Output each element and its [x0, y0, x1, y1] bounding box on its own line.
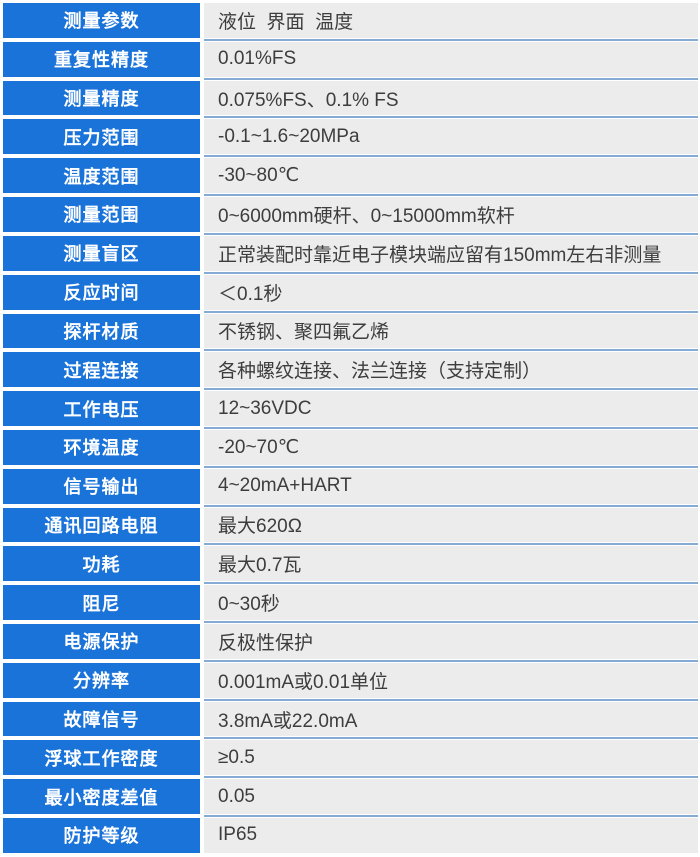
spec-value-cell: ≥0.5	[204, 740, 698, 780]
spec-value: 0.05	[218, 785, 255, 807]
table-row: 故障信号 3.8mA或22.0mA	[3, 701, 698, 741]
spec-value-cell: 3.8mA或22.0mA	[204, 701, 698, 741]
table-row: 测量参数 液位 界面 温度	[3, 3, 698, 42]
table-row: 探杆材质 不锈钢、聚四氟乙烯	[3, 313, 698, 353]
spec-label: 压力范围	[3, 119, 204, 159]
table-row: 重复性精度 0.01%FS	[3, 41, 698, 81]
table-row: 通讯回路电阻 最大620Ω	[3, 507, 698, 547]
spec-value: 0.075%FS、0.1% FS	[218, 89, 399, 111]
spec-label: 工作电压	[3, 391, 204, 430]
spec-value-cell: 液位 界面 温度	[204, 3, 698, 42]
spec-value: -20~70℃	[218, 436, 300, 458]
spec-value: 0~30秒	[218, 594, 280, 616]
spec-label: 过程连接	[3, 352, 204, 392]
spec-value: 最大0.7瓦	[218, 555, 302, 577]
spec-label: 测量盲区	[3, 235, 204, 275]
spec-label: 测量范围	[3, 197, 204, 236]
spec-value: ≥0.5	[218, 746, 255, 768]
spec-value-cell: IP65	[204, 818, 698, 857]
spec-value: 0~6000mm硬杆、0~15000mm软杆	[218, 205, 515, 227]
table-row: 测量范围 0~6000mm硬杆、0~15000mm软杆	[3, 197, 698, 236]
spec-value-cell: 0~6000mm硬杆、0~15000mm软杆	[204, 197, 698, 236]
table-row: 反应时间 ＜0.1秒	[3, 274, 698, 314]
table-row: 温度范围 -30~80℃	[3, 158, 698, 198]
spec-value-cell: 0.075%FS、0.1% FS	[204, 80, 698, 120]
spec-value: 正常装配时靠近电子模块端应留有150mm左右非测量	[218, 244, 662, 266]
spec-value: 反极性保护	[218, 632, 314, 654]
table-row: 分辨率 0.001mA或0.01单位	[3, 662, 698, 702]
spec-label: 故障信号	[3, 701, 204, 741]
table-row: 压力范围 -0.1~1.6~20MPa	[3, 119, 698, 159]
spec-value-cell: 0.01%FS	[204, 41, 698, 81]
spec-label: 环境温度	[3, 429, 204, 469]
spec-value: 3.8mA或22.0mA	[218, 710, 358, 732]
spec-value: 12~36VDC	[218, 397, 312, 419]
spec-value-cell: 反极性保护	[204, 624, 698, 663]
table-row: 阻尼 0~30秒	[3, 585, 698, 624]
spec-value-cell: 最大0.7瓦	[204, 546, 698, 586]
table-row: 信号输出 4~20mA+HART	[3, 468, 698, 508]
spec-value: 最大620Ω	[218, 516, 302, 538]
table-row: 浮球工作密度 ≥0.5	[3, 740, 698, 780]
spec-value-cell: -20~70℃	[204, 429, 698, 469]
spec-value-cell: 12~36VDC	[204, 391, 698, 430]
spec-label: 探杆材质	[3, 313, 204, 353]
spec-value-cell: -0.1~1.6~20MPa	[204, 119, 698, 159]
spec-label: 测量参数	[3, 3, 204, 42]
spec-value: IP65	[218, 824, 258, 846]
spec-label: 功耗	[3, 546, 204, 586]
spec-value: 不锈钢、聚四氟乙烯	[218, 322, 390, 344]
table-row: 测量精度 0.075%FS、0.1% FS	[3, 80, 698, 120]
spec-table: 测量参数 液位 界面 温度 重复性精度 0.01%FS 测量精度 0.075%F…	[3, 3, 698, 857]
spec-value: -30~80℃	[218, 165, 300, 187]
spec-label: 防护等级	[3, 818, 204, 857]
spec-value-cell: 不锈钢、聚四氟乙烯	[204, 313, 698, 353]
spec-label: 最小密度差值	[3, 779, 204, 819]
spec-value-cell: ＜0.1秒	[204, 274, 698, 314]
spec-value: 0.001mA或0.01单位	[218, 671, 389, 693]
table-row: 最小密度差值 0.05	[3, 779, 698, 819]
spec-value: ＜0.1秒	[218, 283, 283, 305]
table-row: 防护等级 IP65	[3, 818, 698, 857]
spec-label: 测量精度	[3, 80, 204, 120]
spec-value: 液位 界面 温度	[218, 11, 354, 33]
spec-value-cell: 最大620Ω	[204, 507, 698, 547]
spec-label: 重复性精度	[3, 41, 204, 81]
spec-label: 反应时间	[3, 274, 204, 314]
table-row: 环境温度 -20~70℃	[3, 429, 698, 469]
spec-value: 4~20mA+HART	[218, 475, 352, 497]
spec-label: 通讯回路电阻	[3, 507, 204, 547]
spec-label: 浮球工作密度	[3, 740, 204, 780]
spec-value-cell: 0.001mA或0.01单位	[204, 662, 698, 702]
spec-label: 阻尼	[3, 585, 204, 624]
table-row: 工作电压 12~36VDC	[3, 391, 698, 430]
table-row: 测量盲区 正常装配时靠近电子模块端应留有150mm左右非测量	[3, 235, 698, 275]
table-row: 过程连接 各种螺纹连接、法兰连接（支持定制）	[3, 352, 698, 392]
spec-value: -0.1~1.6~20MPa	[218, 125, 360, 147]
spec-label: 分辨率	[3, 662, 204, 702]
spec-value-cell: 0.05	[204, 779, 698, 819]
spec-label: 信号输出	[3, 468, 204, 508]
spec-label: 温度范围	[3, 158, 204, 198]
table-row: 电源保护 反极性保护	[3, 624, 698, 663]
spec-value-cell: -30~80℃	[204, 158, 698, 198]
spec-value: 0.01%FS	[218, 48, 297, 70]
spec-value-cell: 0~30秒	[204, 585, 698, 624]
spec-value: 各种螺纹连接、法兰连接（支持定制）	[218, 361, 542, 383]
spec-value-cell: 正常装配时靠近电子模块端应留有150mm左右非测量	[204, 235, 698, 275]
spec-label: 电源保护	[3, 624, 204, 663]
spec-value-cell: 各种螺纹连接、法兰连接（支持定制）	[204, 352, 698, 392]
spec-value-cell: 4~20mA+HART	[204, 468, 698, 508]
table-row: 功耗 最大0.7瓦	[3, 546, 698, 586]
